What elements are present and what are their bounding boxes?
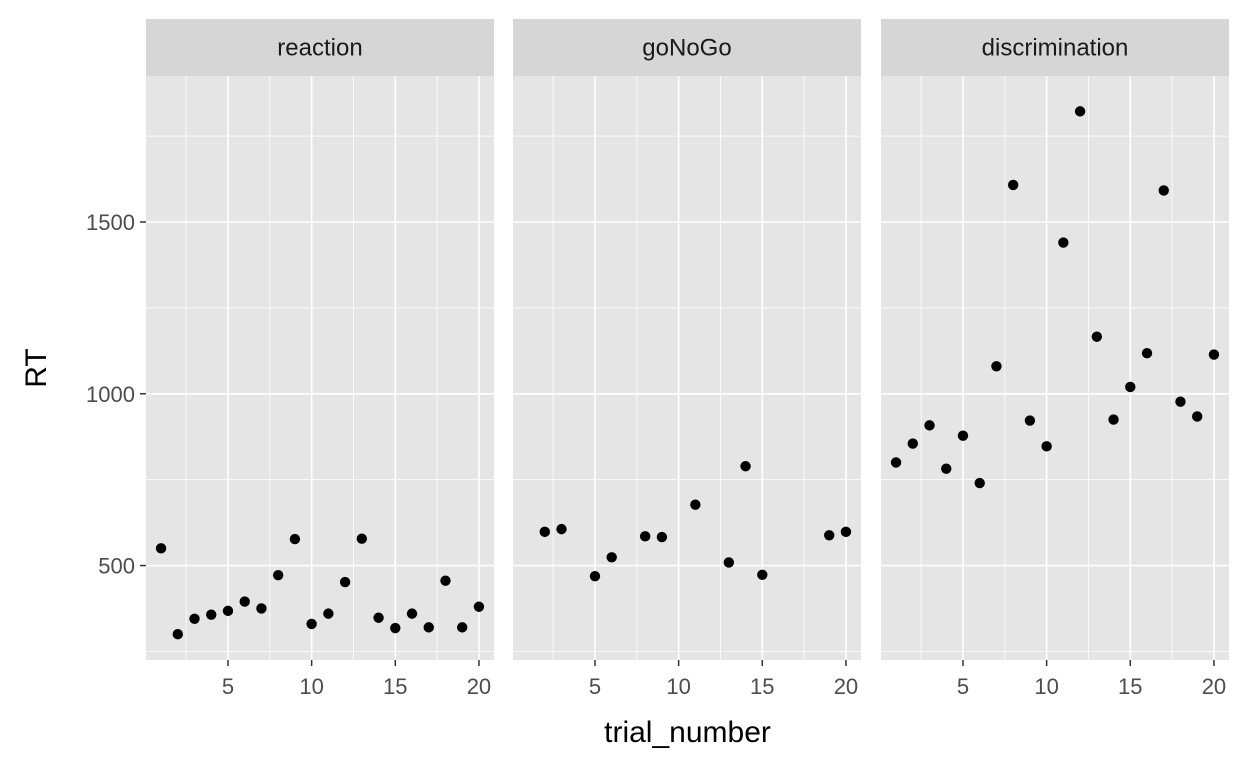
data-point <box>991 361 1002 372</box>
y-tick-label: 1500 <box>86 210 135 235</box>
facet-strip <box>146 19 494 76</box>
data-point <box>1175 396 1186 407</box>
data-point <box>1108 414 1119 425</box>
data-point <box>423 622 434 633</box>
data-point <box>890 457 902 468</box>
data-point <box>1208 349 1220 360</box>
data-point <box>440 575 451 586</box>
data-point <box>740 461 751 472</box>
data-point <box>1024 415 1036 426</box>
data-point <box>1041 441 1052 452</box>
y-tick-label: 500 <box>98 554 135 579</box>
facet-strip-label: reaction <box>277 35 362 62</box>
data-point <box>656 531 668 543</box>
data-point <box>556 523 567 535</box>
data-point <box>941 463 952 474</box>
facet-panel-discrimination: discrimination 5 10 15 20 <box>881 19 1229 699</box>
facet-strip <box>513 19 861 76</box>
data-point <box>272 569 284 581</box>
data-point <box>406 608 418 619</box>
x-tick-label: 10 <box>299 674 323 699</box>
data-point <box>356 533 368 544</box>
data-point <box>306 618 317 630</box>
data-point <box>155 543 167 554</box>
data-point <box>172 629 183 640</box>
data-point <box>1007 179 1019 191</box>
panel-background <box>881 76 1229 660</box>
data-point <box>974 477 985 489</box>
y-axis: 500 1000 1500 <box>86 210 146 579</box>
data-point <box>1192 411 1203 422</box>
facet-panel-reaction: reaction 5 10 15 20 <box>146 19 494 699</box>
data-point <box>690 499 701 510</box>
x-tick-label: 5 <box>589 674 601 699</box>
x-tick-label: 10 <box>1034 674 1058 699</box>
x-tick-label: 20 <box>1202 674 1226 699</box>
x-tick-label: 15 <box>750 674 774 699</box>
facet-strip-label: goNoGo <box>642 35 731 62</box>
x-tick-label: 5 <box>222 674 234 699</box>
facet-strip-label: discrimination <box>982 35 1129 62</box>
panel-background <box>146 76 494 660</box>
data-point <box>457 622 468 633</box>
data-point <box>473 601 485 612</box>
data-point <box>390 622 401 634</box>
data-point <box>589 570 601 582</box>
data-point <box>639 531 651 542</box>
data-point <box>757 569 768 581</box>
panel-background <box>513 76 861 660</box>
x-tick-label: 5 <box>957 674 969 699</box>
x-tick-label: 10 <box>666 674 690 699</box>
data-point <box>924 420 935 431</box>
data-point <box>339 576 351 588</box>
data-point <box>1074 106 1086 117</box>
data-point <box>1158 185 1169 196</box>
data-point <box>239 596 250 607</box>
data-point <box>957 430 969 441</box>
data-point <box>1091 331 1103 342</box>
x-tick-label: 15 <box>383 674 407 699</box>
data-point <box>723 557 735 568</box>
data-point <box>606 552 617 563</box>
data-point <box>373 612 384 623</box>
data-point <box>189 613 200 624</box>
data-point <box>323 608 334 619</box>
data-point <box>222 605 234 617</box>
data-point <box>289 533 301 545</box>
x-tick-label: 20 <box>467 674 491 699</box>
x-axis-title: trial_number <box>604 716 771 749</box>
x-tick-label: 15 <box>1118 674 1142 699</box>
x-tick-label: 20 <box>834 674 858 699</box>
data-point <box>206 609 217 620</box>
data-point <box>256 603 267 614</box>
data-point <box>824 530 835 541</box>
data-point <box>539 526 550 538</box>
y-tick-label: 1000 <box>86 382 135 407</box>
data-point <box>1058 237 1069 248</box>
data-point <box>907 438 918 449</box>
data-point <box>1125 381 1136 393</box>
data-point <box>840 526 852 538</box>
y-axis-title: RT <box>20 348 53 387</box>
facet-panel-goNoGo: goNoGo 5 10 15 20 <box>513 19 861 699</box>
facet-strip <box>881 19 1229 76</box>
data-point <box>1141 348 1153 359</box>
